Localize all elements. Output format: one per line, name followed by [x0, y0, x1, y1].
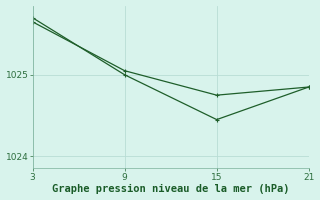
- X-axis label: Graphe pression niveau de la mer (hPa): Graphe pression niveau de la mer (hPa): [52, 184, 289, 194]
